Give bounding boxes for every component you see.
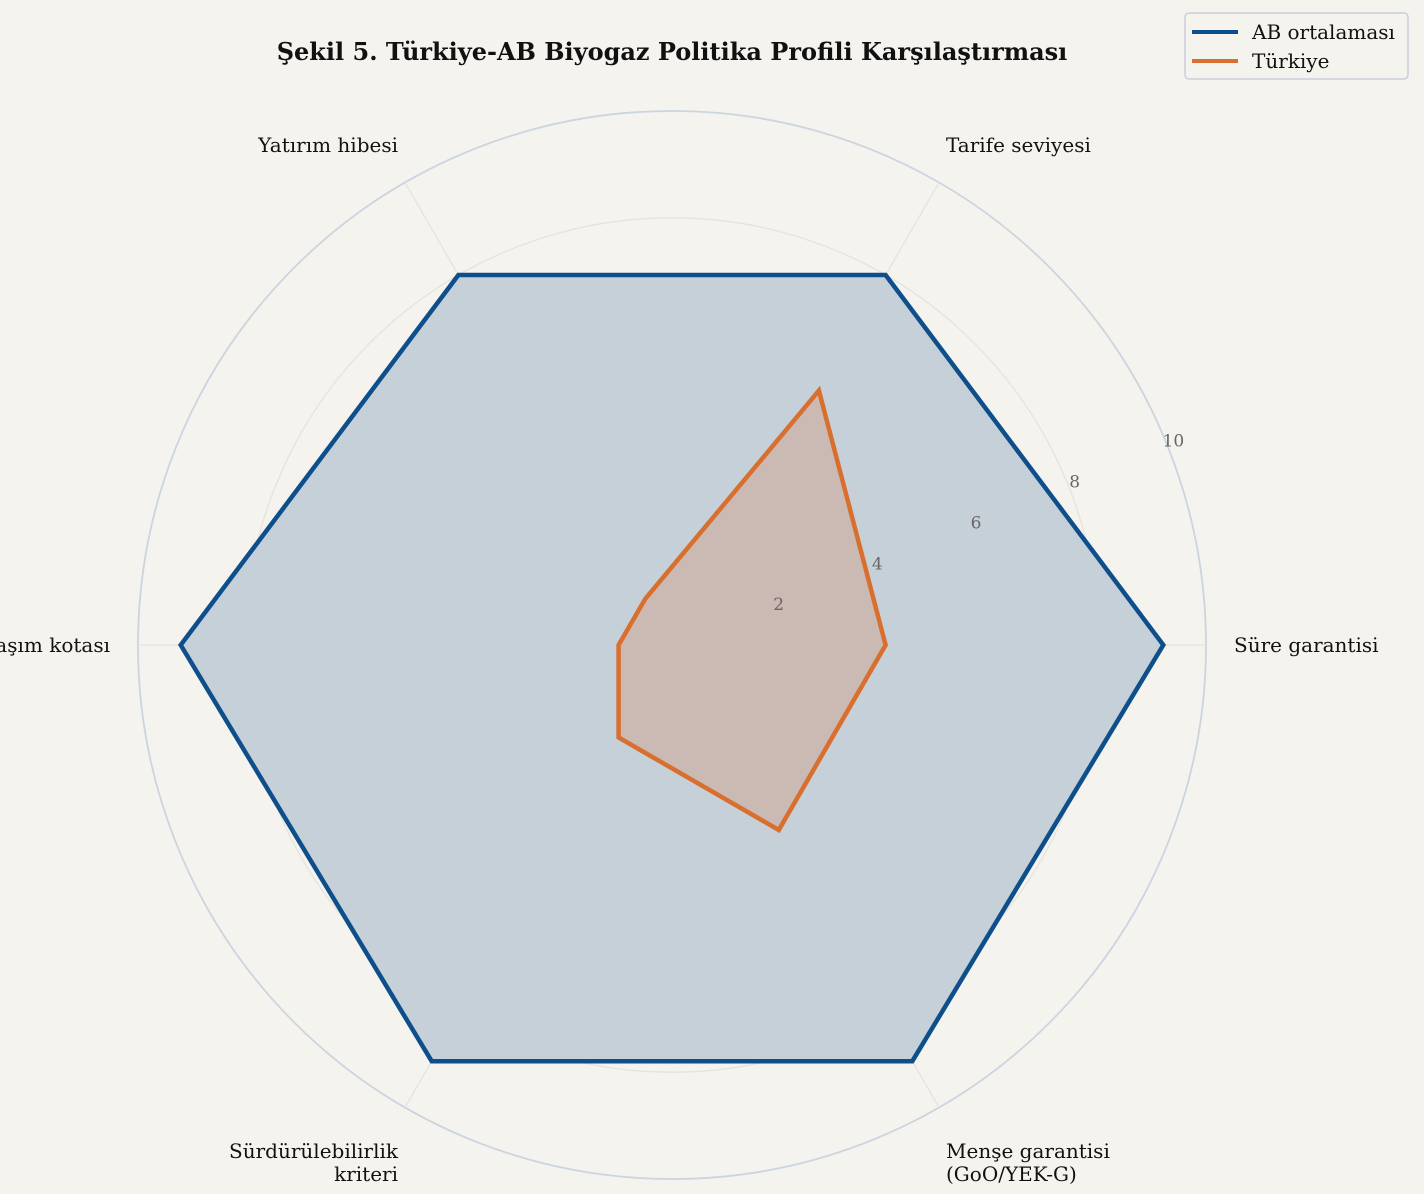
axis-label-3: Yatırım hibesi: [257, 133, 398, 157]
tick-label-10: 10: [1163, 432, 1185, 452]
axis-label-line: Tarife seviyesi: [946, 133, 1091, 157]
legend-box: [1184, 12, 1409, 80]
axis-label-line: (GoO/YEK-G): [946, 1162, 1077, 1186]
legend: AB ortalaması Türkiye: [1184, 12, 1409, 80]
axis-label-line: Ulaşım kotası: [0, 633, 110, 657]
axis-label-4: Ulaşım kotası: [0, 633, 110, 657]
series-polygon-1: [177, 272, 1167, 1064]
tick-label-4: 4: [872, 554, 883, 574]
axis-label-5: Sürdürülebilirlik kriteri: [229, 1139, 399, 1186]
chart-title: Şekil 5. Türkiye-AB Biyogaz Politika Pro…: [277, 37, 1068, 66]
legend-label-ab: AB ortalaması: [1251, 20, 1395, 44]
axis-label-1: Süre garantisi: [1234, 633, 1379, 657]
tick-label-8: 8: [1069, 473, 1080, 493]
axis-label-line: Sürdürülebilirlik: [229, 1139, 399, 1163]
radial-tick-labels: 2 4 6 8 10: [773, 432, 1184, 615]
axis-label-line: kriteri: [334, 1162, 398, 1186]
tick-label-2: 2: [773, 595, 784, 615]
axis-label-line: Menşe garantisi: [946, 1139, 1110, 1163]
axis-label-2: Tarife seviyesi: [946, 133, 1091, 157]
radar-series: [177, 272, 1167, 1064]
axis-labels: Süre garantisi Tarife seviyesi Yatırım hib…: [0, 133, 1379, 1186]
axis-label-line: Süre garantisi: [1234, 633, 1379, 657]
axis-label-line: Yatırım hibesi: [257, 133, 398, 157]
axis-label-6: Menşe garantisi (GoO/YEK-G): [946, 1139, 1110, 1186]
legend-label-turkiye: Türkiye: [1252, 49, 1329, 73]
series-polygon-2: [616, 385, 889, 834]
tick-label-6: 6: [971, 513, 982, 533]
